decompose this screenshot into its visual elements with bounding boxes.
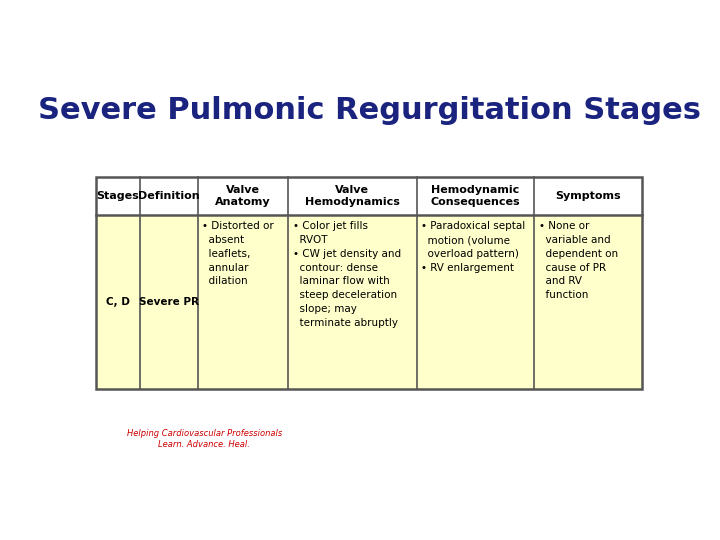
Text: motion (volume: motion (volume	[421, 235, 510, 245]
Text: leaflets,: leaflets,	[202, 249, 251, 259]
Text: RVOT: RVOT	[292, 235, 327, 245]
Bar	[96, 177, 642, 389]
Text: Valve
Hemodynamics: Valve Hemodynamics	[305, 185, 400, 207]
Text: cause of PR: cause of PR	[539, 262, 606, 273]
Text: • None or: • None or	[539, 221, 589, 232]
Text: terminate abruptly: terminate abruptly	[292, 318, 397, 328]
Text: • CW jet density and: • CW jet density and	[292, 249, 400, 259]
Text: dependent on: dependent on	[539, 249, 618, 259]
Text: and RV: and RV	[539, 276, 582, 286]
Text: • Paradoxical septal: • Paradoxical septal	[421, 221, 526, 232]
Text: Severe Pulmonic Regurgitation Stages: Severe Pulmonic Regurgitation Stages	[37, 96, 701, 125]
Text: Symptoms: Symptoms	[555, 191, 621, 201]
Text: Helping Cardiovascular Professionals
Learn. Advance. Heal.: Helping Cardiovascular Professionals Lea…	[127, 429, 282, 449]
Text: contour: dense: contour: dense	[292, 262, 377, 273]
Text: laminar flow with: laminar flow with	[292, 276, 390, 286]
Text: slope; may: slope; may	[292, 304, 356, 314]
Text: Definition: Definition	[138, 191, 200, 201]
Text: variable and: variable and	[539, 235, 611, 245]
Text: • Color jet fills: • Color jet fills	[292, 221, 367, 232]
Bar	[96, 215, 642, 389]
Text: absent: absent	[202, 235, 244, 245]
Text: dilation: dilation	[202, 276, 248, 286]
Text: C, D: C, D	[106, 297, 130, 307]
Text: • Distorted or: • Distorted or	[202, 221, 274, 232]
Text: Stages: Stages	[96, 191, 140, 201]
Text: Hemodynamic
Consequences: Hemodynamic Consequences	[431, 185, 520, 207]
Text: steep deceleration: steep deceleration	[292, 290, 397, 300]
Text: • RV enlargement: • RV enlargement	[421, 262, 514, 273]
Text: function: function	[539, 290, 588, 300]
Text: annular: annular	[202, 262, 249, 273]
Bar	[96, 177, 642, 215]
Text: overload pattern): overload pattern)	[421, 249, 519, 259]
Text: Severe PR: Severe PR	[139, 297, 199, 307]
Text: Valve
Anatomy: Valve Anatomy	[215, 185, 271, 207]
